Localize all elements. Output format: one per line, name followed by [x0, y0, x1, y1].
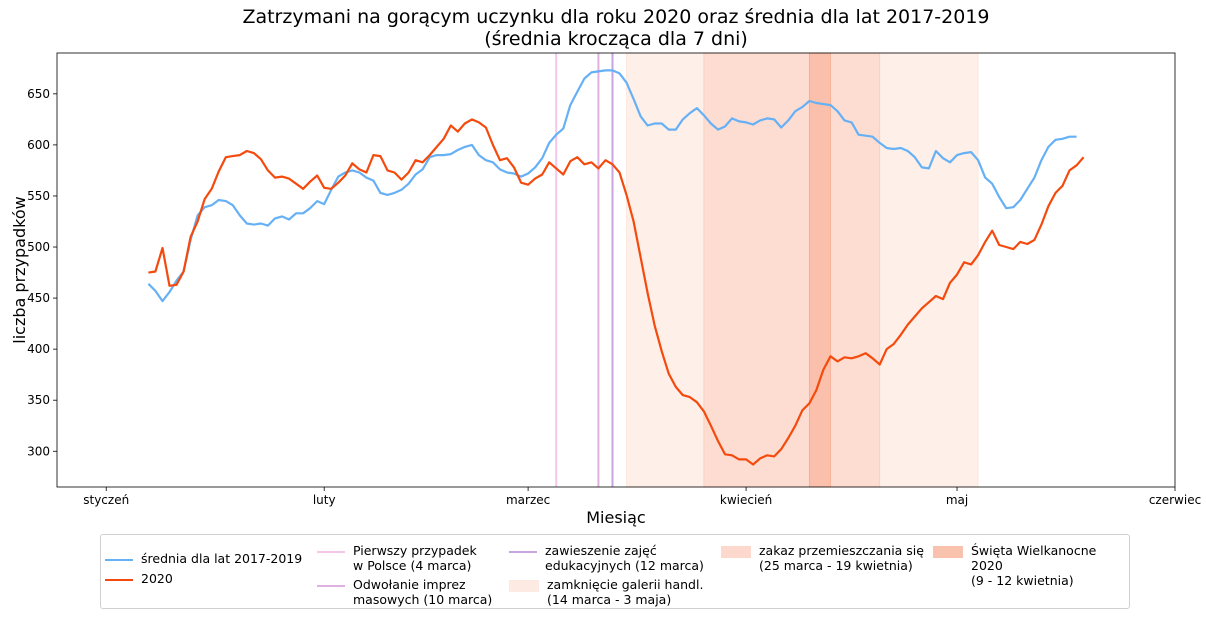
- y-tick-label: 500: [27, 240, 50, 254]
- legend-item: zakaz przemieszczania się (25 marca - 19…: [721, 543, 924, 573]
- x-tick-label: luty: [313, 493, 336, 507]
- y-axis: 300 350 400 450 500 550 600 650: [27, 87, 57, 458]
- legend-line-swatch: [105, 559, 133, 561]
- legend-item: Święta Wielkanocne 2020 (9 - 12 kwietnia…: [933, 543, 1129, 588]
- legend-label: Święta Wielkanocne 2020 (9 - 12 kwietnia…: [971, 543, 1097, 588]
- legend-line-swatch: [317, 585, 345, 587]
- legend-patch-swatch: [509, 580, 539, 592]
- vlines-layer: [555, 53, 614, 487]
- y-tick-label: 650: [27, 87, 50, 101]
- legend-patch-swatch: [933, 546, 963, 558]
- chart-title-line: Zatrzymani na gorącym uczynku dla roku 2…: [242, 6, 989, 28]
- y-axis-label: liczba przypadków: [10, 196, 29, 343]
- legend-label: Pierwszy przypadek w Polsce (4 marca): [353, 543, 477, 573]
- y-tick-label: 350: [27, 393, 50, 407]
- legend-label: zakaz przemieszczania się (25 marca - 19…: [759, 543, 924, 573]
- span-1: [703, 52, 881, 488]
- legend-item: 2020: [105, 571, 173, 586]
- y-tick-label: 600: [27, 138, 50, 152]
- legend: średnia dla lat 2017-2019 2020 Pierwszy pr…: [100, 534, 1130, 609]
- x-tick-label: styczeń: [83, 493, 129, 507]
- legend-patch-swatch: [721, 546, 751, 558]
- legend-item: Pierwszy przypadek w Polsce (4 marca): [317, 543, 477, 573]
- legend-item: średnia dla lat 2017-2019: [105, 551, 302, 566]
- legend-label: 2020: [141, 571, 173, 586]
- series-line-1: [148, 118, 1085, 466]
- legend-item: zamknięcie galerii handl. (14 marca - 3 …: [509, 577, 703, 607]
- series-line-0: [147, 69, 1077, 303]
- series-layer: [147, 69, 1085, 466]
- x-tick-label: kwiecień: [720, 493, 772, 507]
- x-axis: styczeń luty marzec kwiecień maj czerwiec: [83, 487, 1201, 507]
- spans-layer: [626, 52, 979, 488]
- legend-label: zamknięcie galerii handl. (14 marca - 3 …: [547, 577, 704, 607]
- legend-item: zawieszenie zajęć edukacyjnych (12 marca…: [509, 543, 704, 573]
- legend-line-swatch: [509, 551, 537, 553]
- x-tick-label: marzec: [506, 493, 550, 507]
- chart-title: Zatrzymani na gorącym uczynku dla roku 2…: [242, 6, 989, 50]
- span-2: [808, 52, 831, 488]
- legend-line-swatch: [317, 551, 345, 553]
- legend-label: średnia dla lat 2017-2019: [141, 551, 303, 566]
- legend-line-swatch: [105, 579, 133, 581]
- x-tick-label: maj: [946, 493, 968, 507]
- y-tick-label: 300: [27, 444, 50, 458]
- y-tick-label: 550: [27, 189, 50, 203]
- legend-label: Odwołanie imprez masowych (10 marca): [353, 577, 493, 607]
- span-0: [626, 52, 979, 488]
- y-tick-label: 450: [27, 291, 50, 305]
- chart-title-line: (średnia krocząca dla 7 dni): [484, 28, 748, 50]
- legend-label: zawieszenie zajęć edukacyjnych (12 marca…: [545, 543, 704, 573]
- x-tick-label: czerwiec: [1149, 493, 1201, 507]
- x-axis-label: Miesiąc: [586, 508, 645, 527]
- legend-item: Odwołanie imprez masowych (10 marca): [317, 577, 492, 607]
- y-tick-label: 400: [27, 342, 50, 356]
- plot-frame: [56, 52, 1176, 488]
